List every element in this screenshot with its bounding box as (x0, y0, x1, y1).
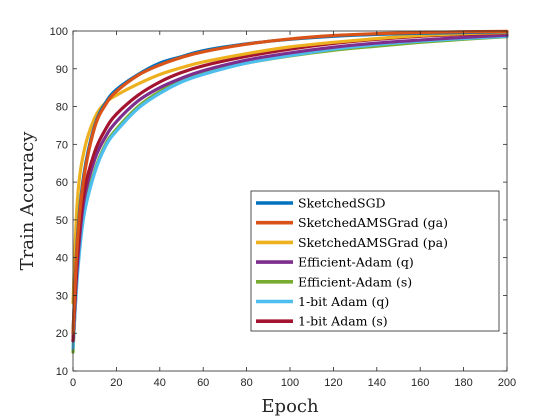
series-layer (71, 29, 509, 354)
y-tick-label: 90 (56, 64, 68, 76)
y-tick-label: 70 (56, 139, 68, 151)
x-tick-label: 140 (368, 377, 386, 389)
y-tick-label: 100 (50, 26, 68, 38)
legend-label: SketchedAMSGrad (pa) (298, 235, 448, 250)
tick-layer: 0 20 40 60 80 100 120 140 160 180 200 10 20 30 40 50 60 7… (50, 26, 517, 389)
series-line-3 (71, 33, 509, 343)
legend-label: 1-bit Adam (s) (298, 314, 388, 329)
x-axis-title: Epoch (261, 396, 319, 417)
legend-label: Efficient-Adam (q) (298, 255, 414, 270)
x-tick-label: 120 (324, 377, 342, 389)
x-tick-label: 100 (281, 377, 299, 389)
x-tick-label: 40 (154, 377, 166, 389)
legend: SketchedSGD SketchedAMSGrad (ga) SketchedA… (250, 190, 500, 332)
legend-label: SketchedAMSGrad (ga) (298, 215, 448, 230)
x-tick-label: 20 (110, 377, 122, 389)
legend-label: 1-bit Adam (q) (298, 294, 389, 309)
y-tick-label: 20 (56, 328, 68, 340)
legend-label: SketchedSGD (298, 196, 386, 211)
y-tick-label: 10 (56, 366, 68, 378)
x-tick-label: 160 (411, 377, 429, 389)
series-line-2 (71, 30, 509, 305)
legend-label: Efficient-Adam (s) (298, 274, 412, 289)
legend-items: SketchedSGD SketchedAMSGrad (ga) SketchedA… (256, 196, 448, 329)
y-tick-label: 80 (56, 102, 68, 114)
x-tick-label: 200 (498, 377, 516, 389)
y-axis-title: Train Accuracy (17, 131, 38, 271)
x-tick-label: 0 (70, 377, 76, 389)
x-tick-label: 60 (197, 377, 209, 389)
x-tick-label: 180 (454, 377, 472, 389)
series-line-1 (71, 29, 509, 335)
y-tick-label: 60 (56, 177, 68, 189)
y-tick-label: 40 (56, 253, 68, 265)
y-tick-label: 50 (56, 215, 68, 227)
x-tick-label: 80 (240, 377, 252, 389)
y-tick-label: 30 (56, 290, 68, 302)
